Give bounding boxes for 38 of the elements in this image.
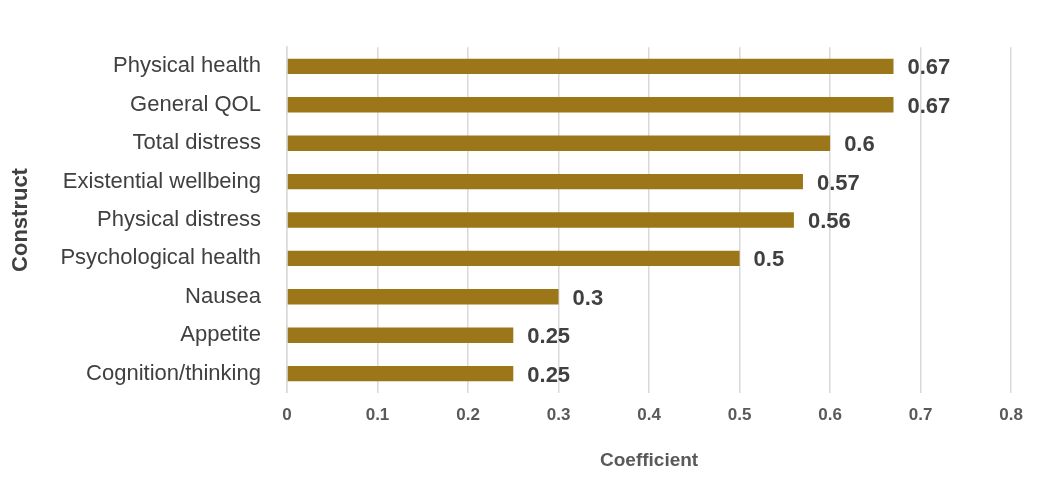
bar — [287, 135, 831, 151]
y-tick-label: Existential wellbeing — [62, 167, 261, 193]
bar — [287, 58, 894, 75]
bar — [287, 97, 894, 113]
data-label: 0.56 — [807, 208, 851, 234]
x-tick-label: 0.3 — [546, 404, 571, 424]
data-label: 0.67 — [907, 54, 951, 80]
x-tick-label: 0.2 — [456, 404, 480, 424]
x-tick-label: 0.7 — [908, 404, 933, 424]
x-tick-label: 0.1 — [365, 404, 390, 424]
data-label: 0.25 — [527, 323, 571, 349]
bar — [287, 250, 740, 267]
data-label: 0.57 — [816, 169, 860, 195]
y-tick-label: Cognition/thinking — [86, 359, 261, 385]
x-axis-title: Coefficient — [599, 448, 699, 470]
bar — [287, 173, 803, 190]
bar — [287, 212, 794, 228]
bar — [287, 327, 514, 343]
y-tick-label: Psychological health — [60, 244, 261, 270]
x-tick-label: 0.6 — [818, 404, 842, 424]
x-tick-label: 0.5 — [727, 404, 752, 424]
data-label: 0.25 — [527, 361, 571, 387]
y-axis-title: Construct — [7, 167, 33, 272]
y-tick-label: General QOL — [130, 90, 261, 116]
y-tick-label: Appetite — [180, 321, 261, 347]
data-label: 0.3 — [572, 284, 604, 310]
y-tick-label: Physical distress — [97, 206, 261, 232]
data-label: 0.5 — [753, 246, 785, 272]
y-tick-label: Total distress — [132, 129, 261, 155]
bar — [287, 365, 514, 382]
data-label: 0.6 — [844, 131, 875, 157]
x-tick-label: 0.4 — [637, 404, 662, 424]
bar — [287, 289, 559, 305]
x-tick-label: 0.8 — [999, 404, 1023, 424]
data-label: 0.67 — [907, 92, 951, 118]
y-tick-label: Physical health — [112, 52, 261, 78]
x-tick-label: 0 — [282, 404, 292, 424]
y-tick-label: Nausea — [185, 282, 262, 308]
